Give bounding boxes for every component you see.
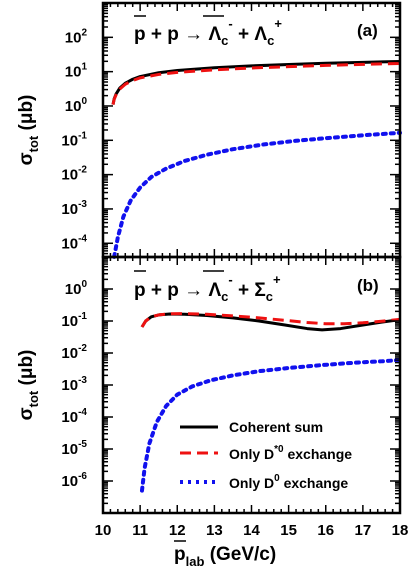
- panel-b-y-tick-label: 10-2: [61, 343, 87, 362]
- panel-b-y-tick-label: 10-1: [61, 311, 87, 330]
- x-tick-label: 10: [95, 522, 112, 539]
- panel-a-y-axis-title: σtot (μb): [16, 95, 41, 166]
- panel-a-y-tick-label: 101: [65, 62, 88, 81]
- panel-a-y-ticks: 10-4 10-3 10-2 10-1 100 101 102: [61, 2, 400, 258]
- panel-b-label: (b): [357, 276, 379, 295]
- panel-b-reaction: p + p → Λc- + Σc+: [134, 270, 281, 304]
- panel-b-y-tick-label: 100: [65, 279, 88, 298]
- x-tick-label: 13: [206, 522, 223, 539]
- legend-label-d-star-exchange: Only D*0 exchange: [229, 444, 352, 462]
- panel-a-series: [111, 59, 402, 259]
- panel-b-y-axis-title: σtot (μb): [16, 350, 41, 421]
- panel-a-series-line-2: [112, 130, 402, 259]
- panel-a-y-tick-label: 10-2: [61, 165, 87, 184]
- panel-a-series-line-0: [111, 59, 401, 105]
- panel-b-series-line-2: [139, 358, 402, 493]
- panel-a-series-line-1: [111, 61, 401, 105]
- x-tick-labels: 10 11 12 13 14 15 16 17 18: [95, 522, 409, 539]
- legend: Coherent sum Only D*0 exchange Only D0 e…: [180, 419, 352, 491]
- legend-label-d0-exchange: Only D0 exchange: [229, 473, 348, 491]
- panel-b-y-tick-label: 10-4: [61, 407, 87, 426]
- legend-label-coherent-sum: Coherent sum: [229, 419, 323, 435]
- panel-b-frame: [101, 255, 402, 515]
- x-tick-label: 17: [355, 522, 372, 539]
- panel-b: 10-6 10-5 10-4 10-3 10-2 10-1 100 (b) p + p → …: [16, 255, 402, 515]
- panel-b-y-tick-label: 10-6: [61, 471, 87, 490]
- x-axis-title-text: plab (GeV/c): [174, 544, 276, 569]
- x-tick-label: 15: [280, 522, 297, 539]
- x-tick-label: 18: [392, 522, 409, 539]
- x-axis-title: plab (GeV/c): [174, 540, 276, 569]
- x-tick-label: 11: [132, 522, 148, 539]
- panel-b-y-tick-label: 10-3: [61, 375, 87, 394]
- panel-a: 10-4 10-3 10-2 10-1 100 101 102 (a) p + p → Λc…: [16, 1, 402, 259]
- panel-a-y-tick-label: 100: [65, 96, 88, 115]
- panel-a-y-tick-label: 10-1: [61, 130, 87, 149]
- x-tick-label: 12: [169, 522, 186, 539]
- panel-a-label: (a): [357, 21, 378, 40]
- panel-a-reaction: p + p → Λc- + Λc+: [134, 15, 282, 48]
- x-tick-label: 14: [243, 522, 260, 539]
- panel-b-series-line-1: [140, 312, 401, 328]
- panel-a-y-tick-label: 102: [65, 27, 88, 46]
- x-tick-label: 16: [317, 522, 334, 539]
- panel-a-y-tick-label: 10-3: [61, 199, 87, 218]
- panel-b-series: [139, 312, 402, 493]
- panel-a-reaction-text: p + p → Λc- + Λc+: [134, 16, 282, 48]
- panel-a-y-tick-label: 10-4: [61, 233, 87, 252]
- panel-b-reaction-text: p + p → Λc- + Σc+: [134, 272, 281, 304]
- panel-b-y-tick-label: 10-5: [61, 439, 87, 458]
